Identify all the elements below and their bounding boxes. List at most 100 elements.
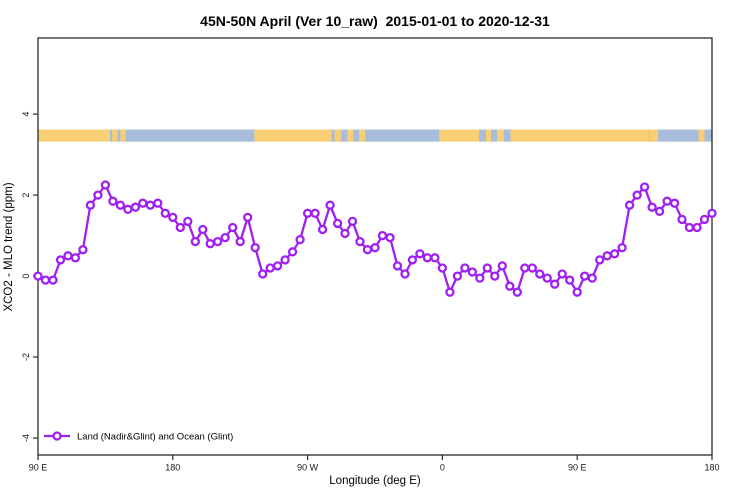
data-point-marker <box>505 281 515 291</box>
data-point-marker <box>138 198 148 208</box>
data-point-marker <box>198 224 208 235</box>
data-point-marker <box>422 253 433 263</box>
data-point-marker <box>437 263 448 273</box>
data-point-marker <box>624 200 635 210</box>
data-point-marker <box>430 253 440 263</box>
axes: 90 E 180 90 W 0 90 E 180 -4 -2 0 2 4 <box>21 37 720 473</box>
surface-band-segment-land <box>698 129 705 142</box>
data-point-marker <box>287 247 298 257</box>
data-point-marker <box>647 202 657 212</box>
data-point-marker <box>692 222 702 233</box>
data-point-marker <box>78 245 88 255</box>
data-point-marker <box>662 196 672 206</box>
data-point-marker <box>250 243 260 253</box>
data-point-marker <box>595 255 605 265</box>
data-point-marker <box>100 180 111 190</box>
chart-title: 45N-50N April (Ver 10_raw) 2015-01-01 to… <box>200 13 550 29</box>
data-point-marker <box>445 287 455 297</box>
data-point-marker <box>392 261 403 271</box>
y-tick-label: -2 <box>21 353 31 361</box>
data-point-marker <box>452 271 463 281</box>
x-tick-label: 90 E <box>29 463 48 473</box>
data-point-marker <box>565 275 575 285</box>
surface-band <box>38 129 712 142</box>
x-tick-label: 180 <box>165 463 180 473</box>
surface-band-segment-ocean <box>649 129 712 142</box>
data-point-marker <box>415 249 425 259</box>
data-point-marker <box>512 287 522 297</box>
data-point-marker <box>310 208 320 218</box>
data-point-marker <box>168 212 178 223</box>
data-point-marker <box>332 218 343 229</box>
data-point-marker <box>580 271 590 281</box>
data-point-marker <box>617 243 627 253</box>
data-point-marker <box>490 271 500 281</box>
data-point-marker <box>175 222 185 233</box>
surface-band-segment-ocean <box>479 129 486 142</box>
data-point-marker <box>482 263 492 273</box>
plot-border <box>37 37 713 456</box>
legend-label: Land (Nadir&Glint) and Ocean (Glint) <box>77 432 233 443</box>
data-point-marker <box>302 208 313 218</box>
data-point-marker <box>280 255 290 265</box>
y-tick-label: 2 <box>21 193 31 198</box>
data-point-marker <box>220 232 230 243</box>
x-axis-title: Longitude (deg E) <box>329 475 421 487</box>
surface-band-segment-land <box>254 129 332 142</box>
data-point-marker <box>55 255 66 265</box>
surface-band-segment-land <box>649 129 659 142</box>
data-point-marker <box>587 273 597 283</box>
data-point-marker <box>535 269 545 279</box>
data-point-marker <box>235 236 245 247</box>
data-point-marker <box>400 269 410 279</box>
data-point-marker <box>213 236 223 247</box>
data-point-marker <box>370 243 380 253</box>
x-tick-label: 90 W <box>297 463 319 473</box>
data-point-marker <box>40 275 51 285</box>
data-point-marker <box>632 190 642 200</box>
data-point-marker <box>153 198 163 208</box>
x-tick-label: 180 <box>704 463 719 473</box>
data-point-marker <box>63 251 73 261</box>
x-tick-label: 0 <box>440 463 445 473</box>
data-point-marker <box>205 239 215 249</box>
data-point-marker <box>190 236 200 247</box>
y-tick-label: 4 <box>21 112 31 117</box>
legend: Land (Nadir&Glint) and Ocean (Glint) <box>44 431 233 443</box>
data-point-marker <box>145 200 155 210</box>
data-point-marker <box>527 263 537 273</box>
data-point-marker <box>669 198 680 208</box>
data-series <box>33 180 717 297</box>
data-point-marker <box>130 202 141 212</box>
data-point-marker <box>93 190 103 200</box>
data-point-marker <box>258 269 268 279</box>
data-point-marker <box>707 208 717 218</box>
data-point-marker <box>160 208 170 218</box>
data-point-marker <box>123 204 133 214</box>
data-point-marker <box>115 200 126 210</box>
data-point-marker <box>295 234 305 245</box>
data-point-marker <box>460 263 470 273</box>
data-point-marker <box>497 261 507 271</box>
surface-band-segment-land <box>112 129 118 142</box>
data-point-marker <box>317 224 328 235</box>
legend-marker-icon <box>52 431 62 441</box>
surface-band-segment-land <box>439 129 650 142</box>
surface-band-segment-land <box>359 129 366 142</box>
surface-band-segment-land <box>347 129 354 142</box>
surface-band-segment-land <box>334 129 342 142</box>
data-point-marker <box>70 253 81 263</box>
data-point-marker <box>265 263 275 273</box>
data-point-marker <box>520 263 530 273</box>
surface-band-segment-ocean <box>503 129 511 142</box>
data-point-marker <box>467 267 478 277</box>
data-point-marker <box>272 261 283 271</box>
data-point-marker <box>550 279 560 289</box>
x-tick-label: 90 E <box>568 463 587 473</box>
data-point-marker <box>183 216 193 227</box>
data-point-marker <box>602 251 612 261</box>
data-point-marker <box>609 249 620 259</box>
data-point-marker <box>340 228 350 239</box>
